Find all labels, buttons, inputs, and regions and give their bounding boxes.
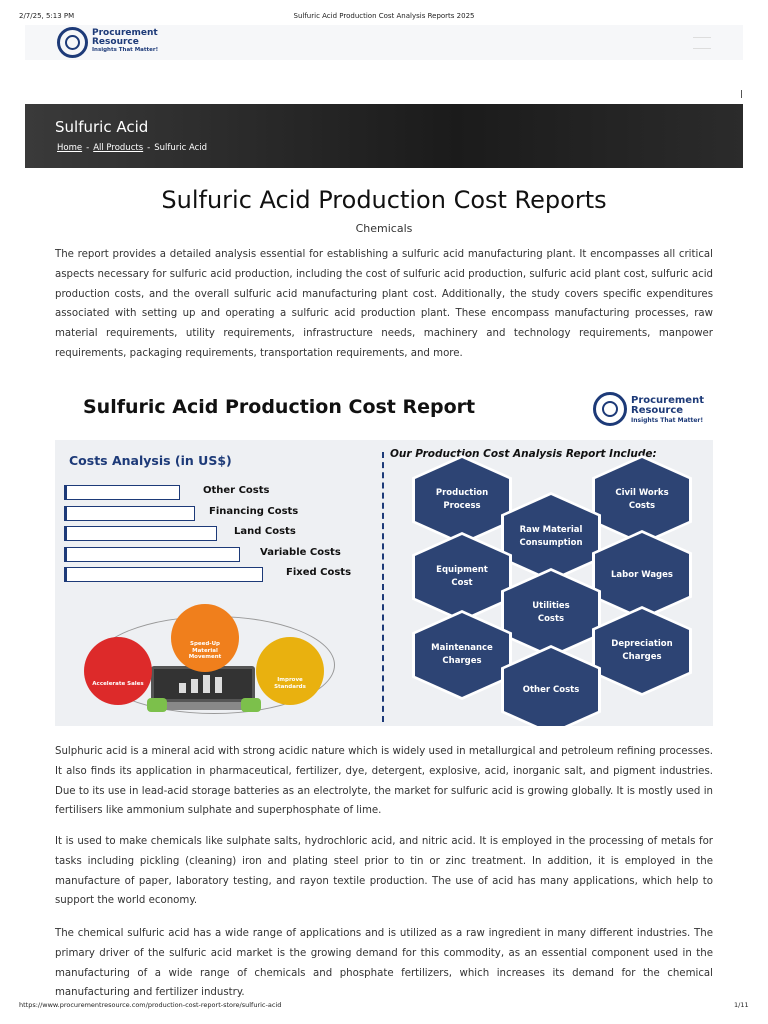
print-url: https://www.procurementresource.com/prod…	[19, 1001, 282, 1009]
breadcrumb-current: Sulfuric Acid	[154, 143, 208, 153]
hexagon-label: Labor Wages	[595, 533, 689, 617]
print-date: 2/7/25, 5:13 PM	[19, 12, 75, 20]
banner-title: Sulfuric Acid	[55, 118, 149, 136]
hexagon: Maintenance Charges	[412, 610, 512, 700]
banner: Sulfuric Acid Home - All Products - Sulfuric…	[25, 104, 743, 168]
hexagon: Depreciation Charges	[592, 606, 692, 696]
logo-name[interactable]: Resource	[92, 37, 139, 47]
hexagon-label: Equipment Cost	[415, 535, 509, 619]
menu-icon[interactable]	[693, 37, 711, 49]
breadcrumb-separator: -	[147, 143, 151, 153]
cost-bar	[64, 567, 263, 582]
page-heading: Sulfuric Acid Production Cost Reports	[161, 186, 607, 214]
cost-label: Other Costs	[203, 485, 270, 496]
body-paragraph: It is used to make chemicals like sulpha…	[55, 836, 713, 907]
cost-label: Land Costs	[234, 526, 296, 537]
benefit-circle: Accelerate Sales	[84, 637, 152, 705]
print-page: 1/11	[734, 1001, 749, 1009]
divider	[382, 452, 384, 722]
hexagon-label: Production Process	[415, 458, 509, 542]
logo-tagline: Insights That Matter!	[92, 47, 159, 53]
logo-name: Resource	[631, 405, 684, 416]
hexagon-label: Other Costs	[504, 648, 598, 726]
logo-icon	[593, 392, 627, 426]
cost-label: Fixed Costs	[286, 567, 352, 578]
cost-bar	[64, 485, 180, 500]
laptop-base	[147, 702, 261, 710]
cost-label: Financing Costs	[209, 505, 299, 517]
hexagon-label: Utilities Costs	[504, 571, 598, 655]
intro-paragraph: The report provides a detailed analysis …	[55, 249, 713, 359]
hexagon-label: Maintenance Charges	[415, 613, 509, 697]
hand	[147, 698, 167, 712]
cost-bar	[64, 546, 240, 562]
hexagon-label: Civil Works Costs	[595, 458, 689, 542]
logo-tagline: Insights That Matter!	[631, 417, 704, 424]
cost-bar	[64, 505, 195, 521]
includes-title: Our Production Cost Analysis Report Incl…	[390, 448, 657, 460]
breadcrumbs: Home - All Products - Sulfuric Acid	[57, 143, 207, 153]
body-paragraph: Sulphuric acid is a mineral acid with st…	[55, 746, 713, 817]
breadcrumb-link[interactable]: All Products	[93, 143, 144, 153]
hexagon: Raw Material Consumption	[501, 492, 601, 582]
cost-bar	[64, 526, 217, 541]
print-title: Sulfuric Acid Production Cost Analysis R…	[293, 12, 475, 20]
infographic-title: Sulfuric Acid Production Cost Report	[83, 396, 476, 418]
breadcrumb-link[interactable]: Home	[57, 143, 83, 153]
laptop-screen	[151, 666, 255, 702]
cursor	[741, 90, 742, 98]
infographic: Sulfuric Acid Production Cost Report Pro…	[55, 376, 713, 726]
hexagon: Other Costs	[501, 645, 601, 726]
infographic-header: Sulfuric Acid Production Cost Report Pro…	[55, 376, 713, 440]
logo-icon[interactable]	[57, 27, 88, 58]
hexagon: Production Process	[412, 455, 512, 545]
breadcrumb-separator: -	[86, 143, 90, 153]
benefit-circle: Improve Standards	[256, 637, 324, 705]
logo-icon-inner	[65, 35, 80, 50]
category: Chemicals	[355, 222, 413, 235]
body-paragraph: The chemical sulfuric acid has a wide ra…	[55, 928, 713, 999]
navbar: Procurement Resource Insights That Matte…	[25, 25, 743, 60]
costs-title: Costs Analysis (in US$)	[69, 453, 232, 468]
logo-icon-inner	[602, 401, 618, 417]
hexagon: Utilities Costs	[501, 568, 601, 658]
hand	[241, 698, 261, 712]
hexagon-label: Depreciation Charges	[595, 609, 689, 693]
hexagon: Labor Wages	[592, 530, 692, 620]
logo-name[interactable]: Procurement	[92, 28, 158, 38]
benefit-circle: Speed-Up Material Movement	[171, 604, 239, 672]
cost-label: Variable Costs	[260, 546, 341, 558]
logo-name: Procurement	[631, 395, 704, 406]
hexagon: Equipment Cost	[412, 532, 512, 622]
hexagon-label: Raw Material Consumption	[504, 495, 598, 579]
